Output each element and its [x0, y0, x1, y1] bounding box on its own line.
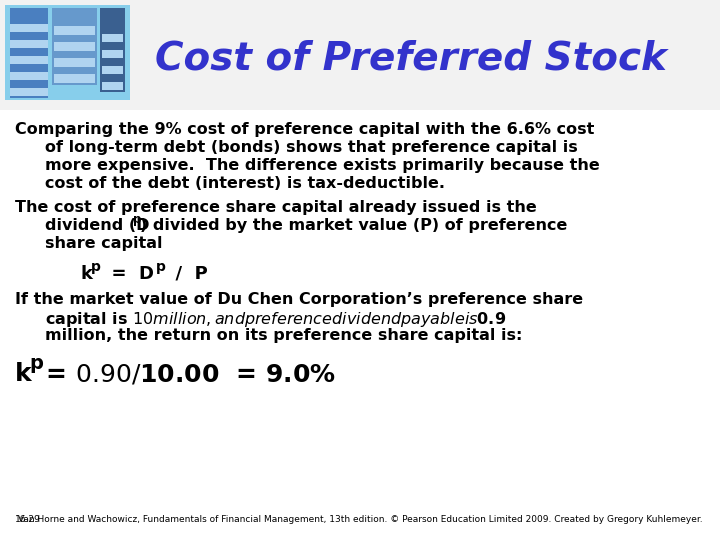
- Bar: [54, 58, 95, 67]
- Text: ) divided by the market value (P) of preference: ) divided by the market value (P) of pre…: [140, 218, 567, 233]
- Bar: [102, 50, 123, 58]
- Bar: [52, 8, 97, 85]
- Bar: [54, 42, 95, 51]
- Text: share capital: share capital: [45, 236, 163, 251]
- Text: 16.29: 16.29: [15, 515, 41, 524]
- Text: more expensive.  The difference exists primarily because the: more expensive. The difference exists pr…: [45, 158, 600, 173]
- Bar: [54, 74, 95, 83]
- Text: =  D: = D: [99, 265, 154, 283]
- Text: p: p: [29, 354, 43, 373]
- Text: k: k: [80, 265, 92, 283]
- Bar: [10, 24, 48, 32]
- Text: million, the return on its preference share capital is:: million, the return on its preference sh…: [45, 328, 523, 343]
- Bar: [54, 26, 95, 35]
- Bar: [5, 5, 130, 100]
- Bar: [100, 8, 125, 92]
- Bar: [102, 66, 123, 74]
- Text: dividend (D: dividend (D: [45, 218, 150, 233]
- Bar: [10, 40, 48, 48]
- Text: If the market value of Du Chen Corporation’s preference share: If the market value of Du Chen Corporati…: [15, 292, 583, 307]
- Text: Comparing the 9% cost of preference capital with the 6.6% cost: Comparing the 9% cost of preference capi…: [15, 122, 595, 137]
- Text: = $0.90/$10.00  = 9.0%: = $0.90/$10.00 = 9.0%: [37, 362, 336, 386]
- Bar: [10, 56, 48, 64]
- Text: p: p: [156, 260, 166, 274]
- Bar: [10, 88, 48, 96]
- Bar: [10, 8, 48, 98]
- Text: cost of the debt (interest) is tax-deductible.: cost of the debt (interest) is tax-deduc…: [45, 176, 445, 191]
- Text: p: p: [133, 213, 141, 226]
- Text: capital is $10 million, and preference dividend payable is $0.9: capital is $10 million, and preference d…: [45, 310, 506, 329]
- Text: Van Horne and Wachowicz, Fundamentals of Financial Management, 13th edition. © P: Van Horne and Wachowicz, Fundamentals of…: [18, 515, 702, 524]
- Text: p: p: [91, 260, 101, 274]
- Text: /  P: / P: [163, 265, 208, 283]
- Bar: [102, 34, 123, 42]
- Text: The cost of preference share capital already issued is the: The cost of preference share capital alr…: [15, 200, 536, 215]
- Text: of long-term debt (bonds) shows that preference capital is: of long-term debt (bonds) shows that pre…: [45, 140, 577, 155]
- Text: k: k: [15, 362, 32, 386]
- Text: Cost of Preferred Stock: Cost of Preferred Stock: [155, 39, 667, 77]
- Bar: [0, 0, 720, 110]
- Bar: [10, 72, 48, 80]
- Bar: [102, 82, 123, 90]
